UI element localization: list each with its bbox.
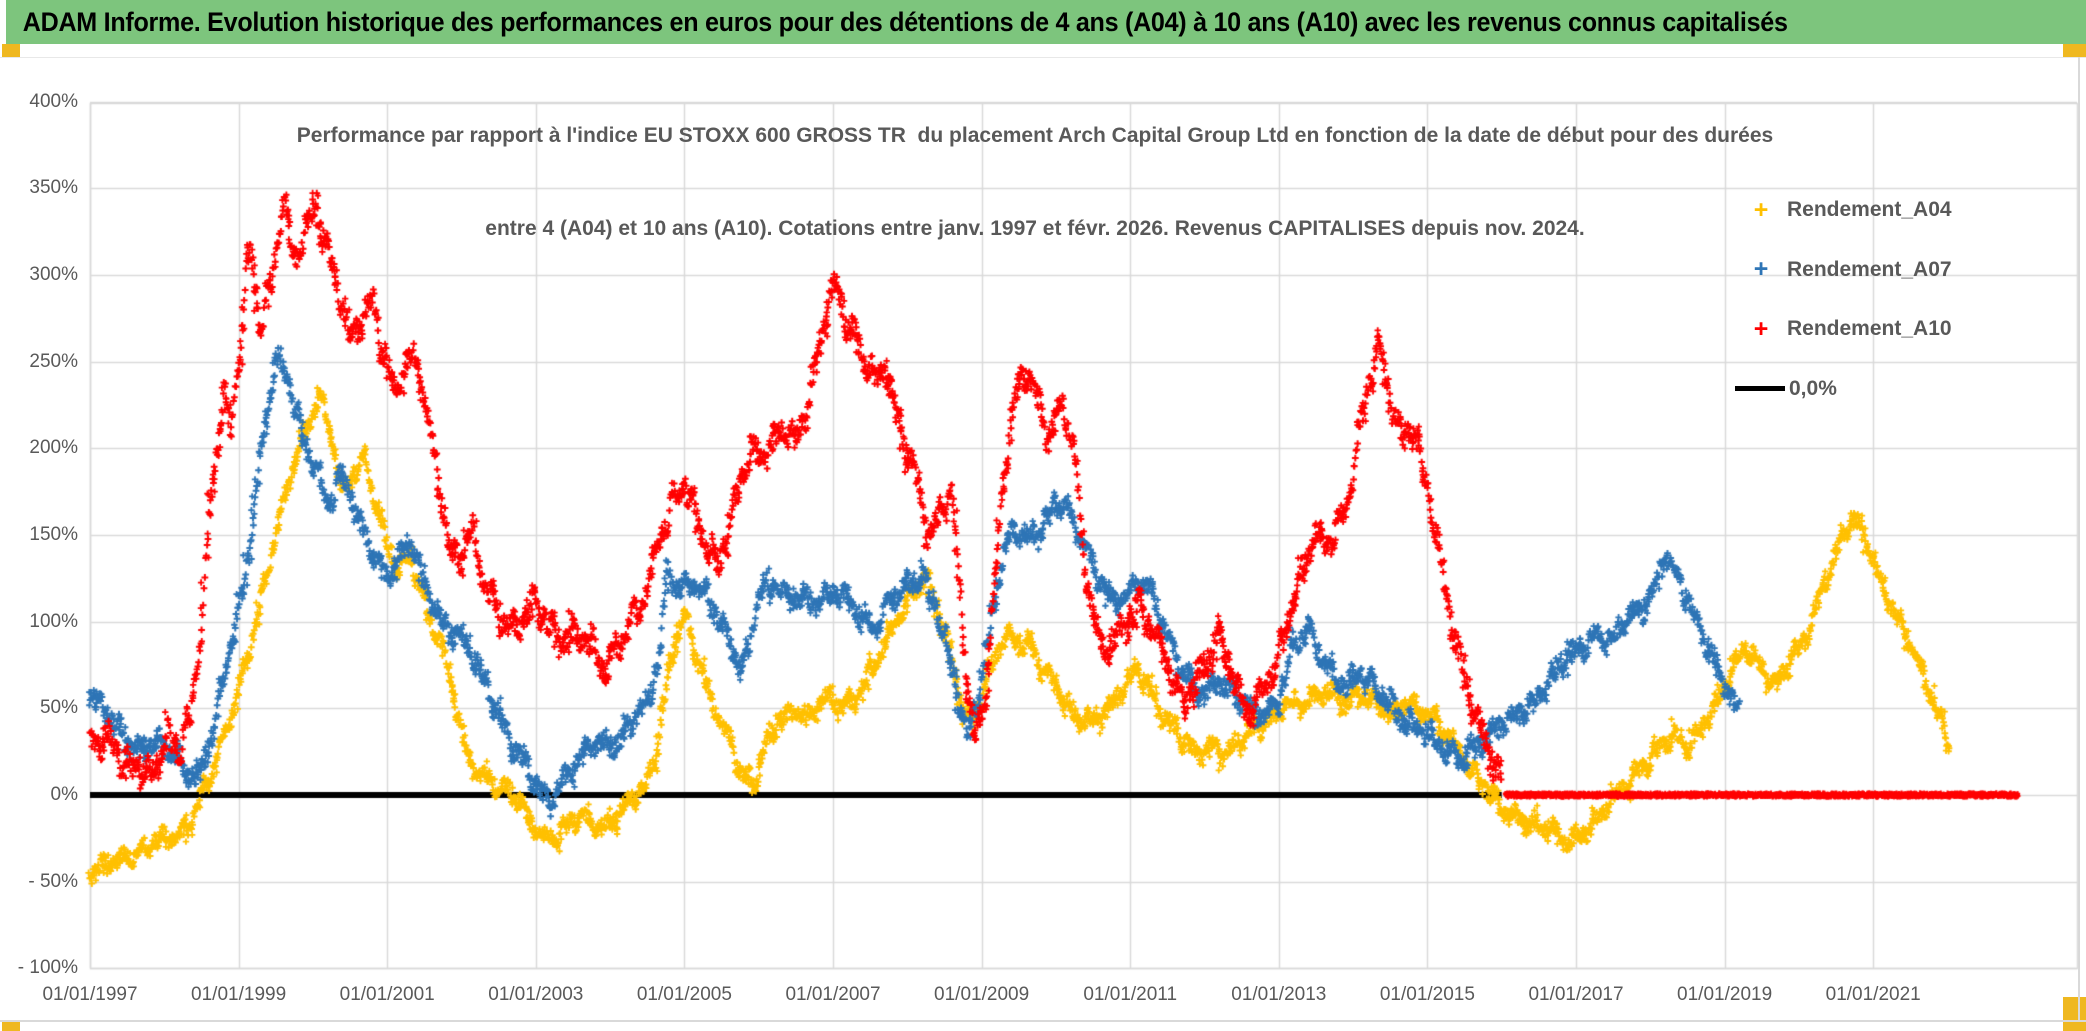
y-axis-tick-label: 400% xyxy=(29,90,78,112)
legend-label: Rendement_A04 xyxy=(1787,198,1952,221)
chart-title: Performance par rapport à l'indice EU ST… xyxy=(90,58,1980,306)
chart-title-line1: Performance par rapport à l'indice EU ST… xyxy=(296,124,1774,147)
y-axis-tick-label: 300% xyxy=(29,264,78,286)
x-axis-tick-label: 01/01/1999 xyxy=(191,984,287,1005)
y-axis-tick-label: 50% xyxy=(39,697,78,719)
legend-item-rendement-a07: + Rendement_A07 xyxy=(1735,255,1952,285)
x-axis-tick-label: 01/01/2013 xyxy=(1231,984,1327,1005)
y-axis-tick-label: - 50% xyxy=(28,870,78,892)
x-axis-tick-label: 01/01/2009 xyxy=(934,984,1030,1005)
legend-item-rendement-a10: + Rendement_A10 xyxy=(1735,314,1952,344)
legend-item-0-0-: 0,0% xyxy=(1735,374,1837,404)
y-axis-tick-label: 200% xyxy=(29,437,78,459)
legend-label: 0,0% xyxy=(1789,376,1837,400)
y-axis-tick-label: 250% xyxy=(29,350,78,372)
y-axis-tick-label: 150% xyxy=(29,524,78,546)
x-axis-tick-label: 01/01/2021 xyxy=(1825,984,1921,1005)
legend-plus-marker-icon: + xyxy=(1753,195,1769,224)
x-axis-tick-label: 01/01/2019 xyxy=(1677,984,1773,1005)
legend-label: Rendement_A07 xyxy=(1787,257,1952,281)
x-axis-tick-label: 01/01/2011 xyxy=(1083,984,1178,1005)
x-axis-tick-label: 01/01/2007 xyxy=(785,984,881,1005)
x-axis-tick-label: 01/01/2005 xyxy=(636,984,732,1005)
x-axis-tick-label: 01/01/2003 xyxy=(488,984,584,1005)
y-axis-tick-label: 100% xyxy=(29,610,78,632)
y-axis-tick-label: 350% xyxy=(29,177,78,199)
y-axis-tick-label: - 100% xyxy=(17,957,78,979)
legend-zero-line-swatch xyxy=(1735,386,1785,391)
x-axis-tick-label: 01/01/2001 xyxy=(339,984,435,1005)
legend-label: Rendement_A10 xyxy=(1787,317,1952,340)
legend-plus-marker-icon: + xyxy=(1753,255,1769,283)
chart-title-line2: entre 4 (A04) et 10 ans (A10). Cotations… xyxy=(485,217,1585,240)
x-axis-tick-label: 01/01/2017 xyxy=(1528,984,1624,1005)
x-axis-tick-label: 01/01/1997 xyxy=(42,984,138,1005)
legend-plus-marker-icon: + xyxy=(1753,314,1769,343)
legend-item-rendement-a04: + Rendement_A04 xyxy=(1735,195,1952,225)
y-axis-tick-label: 0% xyxy=(50,784,78,805)
x-axis-tick-label: 01/01/2015 xyxy=(1379,984,1475,1005)
